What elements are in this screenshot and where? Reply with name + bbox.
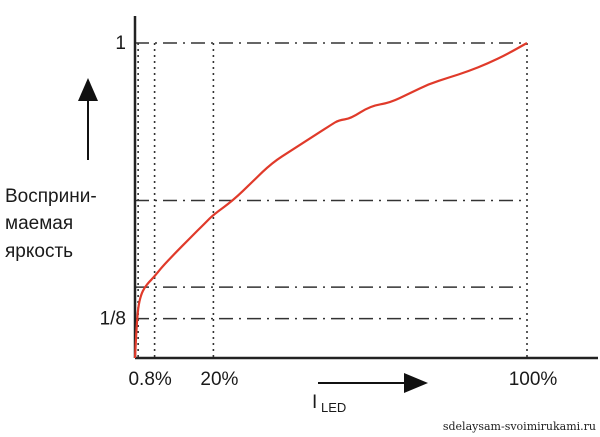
watermark: sdelaysam-svoimirukami.ru bbox=[443, 420, 596, 433]
ylabel-line-2: маемая bbox=[5, 213, 73, 234]
up-arrow-icon bbox=[78, 78, 98, 160]
ylabel-line-3: яркость bbox=[5, 241, 73, 262]
right-arrow-icon bbox=[404, 373, 428, 393]
brightness-curve bbox=[133, 42, 528, 359]
grid-lines bbox=[135, 42, 528, 358]
x-tick-label: 0.8% bbox=[128, 369, 171, 390]
xlabel-main: I bbox=[312, 392, 317, 413]
x-tick-labels: 0.8% 20% 100% bbox=[128, 369, 557, 390]
x-tick-label: 20% bbox=[200, 369, 238, 390]
axes bbox=[133, 16, 598, 360]
ylabel-line-1: Восприни- bbox=[5, 186, 97, 207]
xlabel-sub: LED bbox=[321, 400, 346, 415]
y-tick-label: 1/8 bbox=[100, 309, 126, 330]
x-tick-label: 100% bbox=[509, 369, 558, 390]
y-tick-labels: 1/8 1 bbox=[100, 33, 126, 330]
xlabel: I LED bbox=[312, 373, 428, 415]
y-tick-label: 1 bbox=[115, 33, 126, 54]
